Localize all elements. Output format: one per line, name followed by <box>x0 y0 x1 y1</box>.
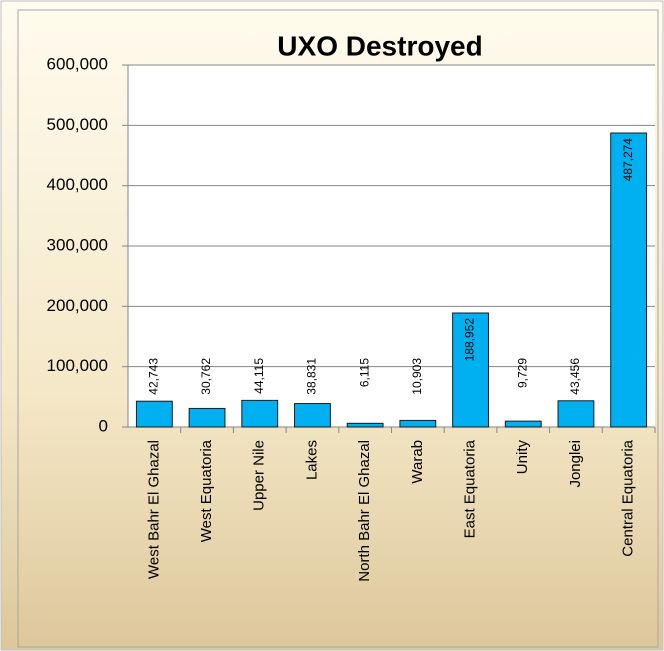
bar <box>188 407 226 428</box>
x-tick-label: West Equatoria <box>198 439 215 542</box>
chart-title: UXO Destroyed <box>277 30 482 61</box>
bar <box>346 422 384 428</box>
y-tick-label: 100,000 <box>47 356 108 375</box>
x-tick-label: Unity <box>514 440 531 475</box>
y-tick-label: 500,000 <box>47 115 108 134</box>
bar <box>241 399 279 428</box>
bar <box>557 400 595 428</box>
value-label: 188,952 <box>463 318 477 362</box>
y-tick-label: 400,000 <box>47 175 108 194</box>
x-tick-label: Jonglei <box>567 440 584 488</box>
bar <box>610 132 648 428</box>
value-label: 44,115 <box>252 358 266 394</box>
y-tick-label: 300,000 <box>47 235 108 254</box>
bar <box>135 400 173 428</box>
x-tick-label: Warab <box>409 440 426 484</box>
bar <box>452 312 489 428</box>
x-tick-label: North Bahr El Ghazal <box>356 440 373 582</box>
y-tick-label: 0 <box>99 416 108 435</box>
value-label: 42,743 <box>147 358 161 395</box>
value-label: 30,762 <box>199 358 213 395</box>
value-label: 38,831 <box>305 358 319 395</box>
value-label: 43,456 <box>568 358 582 395</box>
x-tick-label: Central Equatoria <box>620 439 637 556</box>
value-label: 487,274 <box>621 138 635 182</box>
x-tick-label: East Equatoria <box>462 439 479 538</box>
chart-area <box>17 9 659 648</box>
x-tick-label: Upper Nile <box>251 440 268 511</box>
x-tick-label: West Bahr El Ghazal <box>145 440 162 579</box>
y-tick-label: 200,000 <box>47 296 108 315</box>
y-tick-label: 600,000 <box>47 54 108 73</box>
bar <box>294 403 331 428</box>
bar <box>399 419 437 428</box>
x-tick-label: Lakes <box>303 440 320 480</box>
value-label: 9,729 <box>515 358 529 388</box>
bar <box>504 420 542 428</box>
value-label: 10,903 <box>410 358 424 395</box>
value-label: 6,115 <box>357 358 371 387</box>
